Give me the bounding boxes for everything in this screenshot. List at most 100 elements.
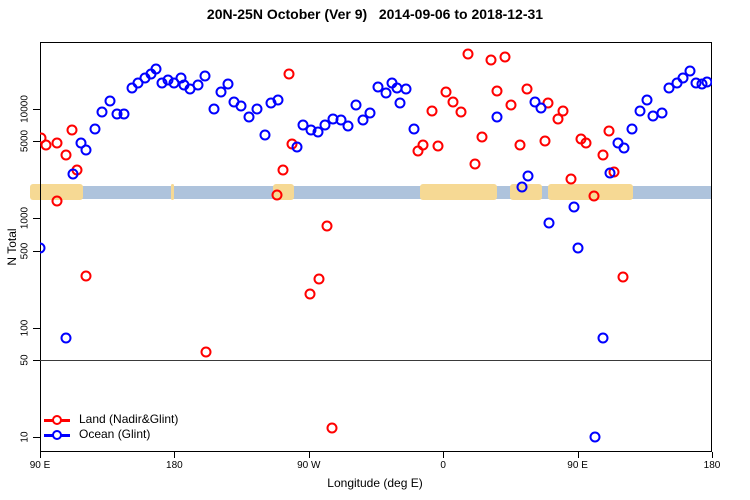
ocean-data-point (408, 123, 420, 135)
y-tick (33, 141, 40, 143)
land-data-point (491, 85, 503, 97)
land-data-point (271, 189, 283, 201)
ocean-data-point (312, 126, 324, 138)
ocean-data-point (350, 99, 362, 111)
y-tick-label: 5000 (19, 130, 31, 153)
land-data-point (313, 273, 325, 285)
legend-label: Land (Nadir&Glint) (79, 412, 179, 426)
ocean-data-point (67, 168, 79, 180)
x-tick-label: 90 E (29, 460, 51, 471)
ocean-data-point (400, 83, 412, 95)
land-data-point (440, 86, 452, 98)
y-tick (33, 108, 40, 110)
ocean-data-point (335, 114, 347, 126)
map-strip-land (171, 184, 175, 200)
land-data-point (580, 137, 592, 149)
y-tick (33, 218, 40, 219)
ocean-data-point (656, 107, 668, 119)
y-axis-title: N Total (5, 228, 19, 266)
ocean-data-point (104, 95, 116, 107)
land-data-point (597, 149, 609, 161)
land-data-point (51, 137, 63, 149)
ocean-data-point (89, 123, 101, 135)
ocean-data-point (40, 242, 46, 254)
legend-label: Ocean (Glint) (79, 427, 151, 441)
x-tick (308, 452, 310, 458)
land-data-point (40, 139, 52, 151)
ocean-data-point (150, 63, 162, 75)
y-tick-label: 1000 (19, 206, 31, 230)
y-tick-label: 100 (19, 319, 31, 336)
ocean-data-point (192, 79, 204, 91)
ocean-data-point (626, 123, 638, 135)
y-tick-label: 50 (19, 354, 31, 367)
x-tick (577, 452, 579, 458)
map-strip-land (420, 184, 497, 200)
ocean-data-point (568, 201, 580, 213)
land-data-point (469, 158, 481, 170)
legend-item: Ocean (Glint) (44, 427, 178, 442)
ocean-data-point (491, 111, 503, 123)
ocean-data-point (372, 81, 384, 93)
ocean-data-point (516, 181, 528, 193)
ocean-data-point (80, 144, 92, 156)
ocean-data-point (222, 78, 234, 90)
ocean-data-point (394, 97, 406, 109)
y-tick-label: 500 (19, 242, 31, 260)
legend-item: Land (Nadir&Glint) (44, 412, 178, 427)
ocean-data-point (118, 108, 130, 120)
y-tick-label: 10000 (19, 94, 31, 123)
y-tick-label: 10 (19, 431, 31, 443)
land-data-point (565, 173, 577, 185)
ocean-data-point (572, 242, 584, 254)
ocean-data-point (663, 82, 675, 94)
ocean-data-point (199, 70, 211, 82)
ocean-data-point (364, 107, 376, 119)
ocean-data-point (259, 129, 271, 141)
land-data-point (200, 346, 212, 358)
x-axis-title: Longitude (deg E) (327, 476, 423, 490)
ocean-data-point (291, 141, 303, 153)
legend: Land (Nadir&Glint) Ocean (Glint) (44, 412, 178, 442)
legend-circle-icon (52, 429, 62, 440)
land-data-point (321, 220, 333, 232)
ocean-data-point (522, 170, 534, 182)
y-tick (33, 437, 40, 438)
land-data-point (60, 149, 72, 161)
ocean-data-point (597, 332, 609, 344)
land-data-point (80, 270, 92, 282)
x-tick-label: 0 (440, 460, 446, 471)
land-data-point (588, 190, 600, 202)
land-data-point (499, 51, 511, 63)
land-data-point (66, 124, 78, 136)
legend-circle-icon (52, 414, 62, 425)
x-tick-label: 180 (703, 460, 721, 471)
land-data-point (283, 68, 295, 80)
ocean-data-point (243, 111, 255, 123)
land-data-point (326, 422, 338, 434)
ocean-data-point (342, 120, 354, 132)
land-data-point (617, 271, 629, 283)
x-tick-label: 90 W (297, 460, 321, 471)
land-data-point (476, 131, 488, 143)
y-tick (33, 360, 40, 362)
ocean-data-point (319, 119, 331, 131)
ocean-data-point (251, 103, 263, 115)
land-data-point (514, 139, 526, 151)
land-data-point (51, 195, 63, 207)
land-data-point (277, 164, 289, 176)
x-tick (174, 452, 176, 458)
land-data-point (505, 99, 517, 111)
ocean-data-point (641, 94, 653, 106)
ocean-data-point (60, 332, 72, 344)
land-data-point (557, 105, 569, 117)
x-tick (712, 452, 713, 458)
land-data-point (304, 288, 316, 300)
land-data-point (432, 140, 444, 152)
land-data-point (455, 106, 467, 118)
ocean-data-point (96, 106, 108, 118)
reference-line-50 (40, 360, 712, 362)
x-tick-label: 180 (166, 460, 183, 471)
